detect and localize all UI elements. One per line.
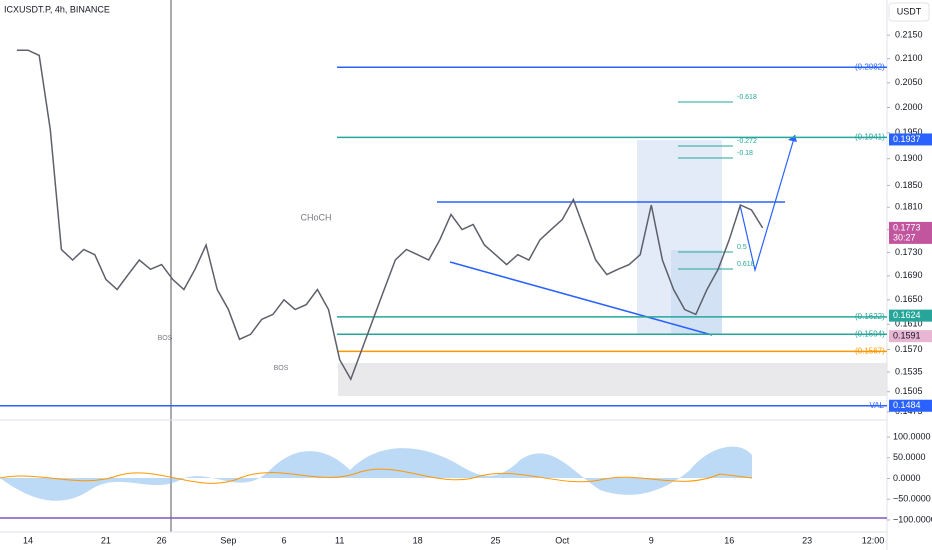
y-tick-label: 0.1610 <box>895 319 923 329</box>
y-tick-label: 0.2050 <box>895 77 923 87</box>
y-tick-label: 0.1900 <box>895 153 923 163</box>
y-tick-label: 0.1570 <box>895 344 923 354</box>
price-box-label: 0.1591 <box>893 331 921 341</box>
osc-tick-label: −50.0000 <box>893 494 931 504</box>
price-box <box>889 221 932 244</box>
level-label: (0.1941) <box>855 133 885 142</box>
y-tick-label: 0.1505 <box>895 386 923 396</box>
y-tick-label: 0.2000 <box>895 102 923 112</box>
annotation: BOS <box>158 335 173 342</box>
price-box <box>889 133 932 146</box>
fib-label: -0.18 <box>737 150 753 157</box>
osc-tick-label: 50.0000 <box>893 452 926 462</box>
price-box <box>889 309 932 322</box>
price-box-label: 0.1484 <box>893 400 921 410</box>
level-label: VAL <box>869 401 884 410</box>
price-timer: 30:27 <box>893 232 916 242</box>
annotation: CHoCH <box>300 212 331 222</box>
price-line <box>16 49 764 381</box>
price-box <box>889 399 932 412</box>
x-tick-label: 6 <box>282 535 287 545</box>
level-label: (0.2082) <box>855 62 885 71</box>
currency: USDT <box>897 6 922 16</box>
osc-tick-label: −100.0000 <box>893 514 932 524</box>
y-tick-label: 0.1535 <box>895 366 923 376</box>
x-tick-label: 21 <box>101 535 111 545</box>
price-box <box>889 330 932 343</box>
demand-zone <box>338 363 887 396</box>
level-label: (0.1594) <box>855 329 885 338</box>
oscillator-area <box>0 446 752 501</box>
x-tick-label: 16 <box>724 535 734 545</box>
x-tick-label: 11 <box>335 535 344 545</box>
y-tick-label: 0.1690 <box>895 270 923 280</box>
currency-box[interactable] <box>888 2 930 22</box>
trendline <box>449 261 713 336</box>
level-label: (0.1622) <box>855 312 885 321</box>
y-tick-label: 0.1730 <box>895 247 923 257</box>
x-tick-label: 9 <box>649 535 654 545</box>
x-tick-label: 12:00 <box>862 535 885 545</box>
x-tick-label: 18 <box>413 535 423 545</box>
x-tick-label: Oct <box>555 535 570 545</box>
oscillator-line <box>0 468 753 484</box>
y-tick-label: 0.1810 <box>895 202 923 212</box>
x-tick-label: Sep <box>220 535 236 545</box>
fib-label: 0.5 <box>737 244 747 251</box>
y-tick-label: 0.1850 <box>895 180 923 190</box>
price-box-label: 0.1624 <box>893 310 921 320</box>
projection <box>739 134 796 273</box>
level-label: (0.1567) <box>855 346 885 355</box>
fib-label: -0.272 <box>737 138 757 145</box>
x-tick-label: 25 <box>490 535 500 545</box>
fib-label: -0.618 <box>737 94 757 101</box>
osc-tick-label: 100.0000 <box>893 431 931 441</box>
y-tick-label: 0.2100 <box>895 53 923 63</box>
annotation: BOS <box>274 365 289 372</box>
x-tick-label: 26 <box>157 535 167 545</box>
fib-inner-box <box>671 250 722 335</box>
x-tick-label: 23 <box>802 535 812 545</box>
y-tick-label: 0.1950 <box>895 127 923 137</box>
price-box-label: 0.1937 <box>893 134 921 144</box>
y-tick-label: 0.1650 <box>895 294 923 304</box>
osc-tick-label: 0.0000 <box>893 473 921 483</box>
fib-label: 0.618 <box>737 261 755 268</box>
chart-title: ICXUSDT.P, 4h, BINANCE <box>4 4 110 14</box>
price-box-label: 0.1773 <box>893 222 921 232</box>
y-tick-label: 0.2150 <box>895 30 923 40</box>
x-tick-label: 14 <box>23 535 33 545</box>
